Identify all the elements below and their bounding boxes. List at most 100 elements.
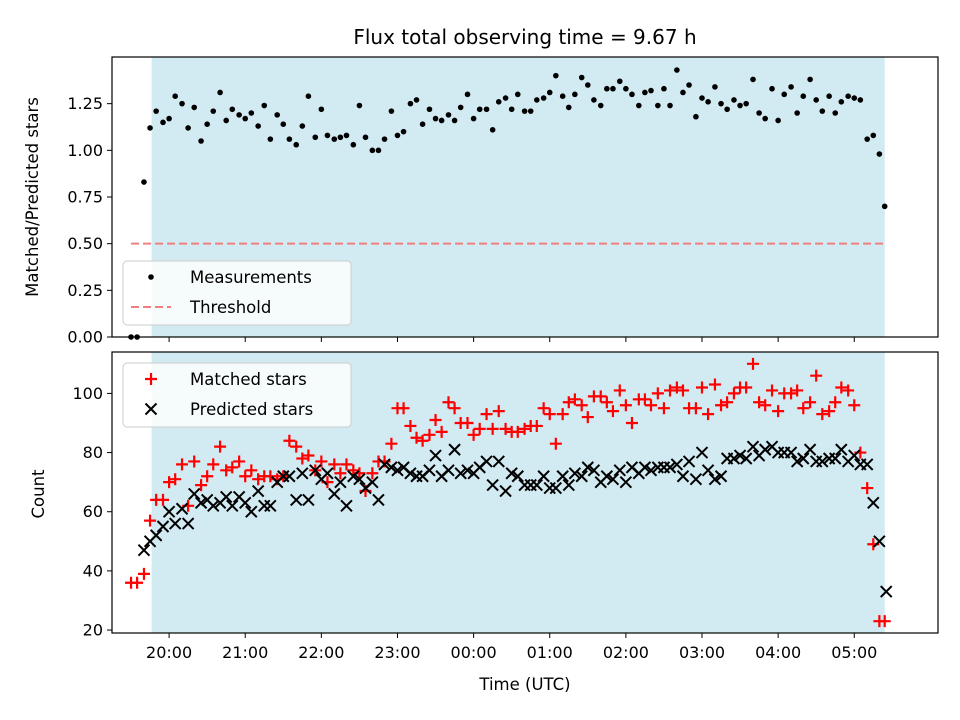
measurement-point xyxy=(210,108,217,114)
measurement-point xyxy=(724,106,730,113)
matched-star-marker xyxy=(759,399,772,412)
matched-star-marker xyxy=(283,434,296,447)
matched-star-marker xyxy=(651,387,664,400)
predicted-star-marker xyxy=(486,478,499,492)
predicted-star-marker xyxy=(860,458,874,471)
predicted-star-marker xyxy=(695,446,709,459)
measurement-point xyxy=(807,76,813,83)
measurement-point xyxy=(261,102,268,109)
measurement-point xyxy=(737,102,743,109)
matched-star-marker xyxy=(696,381,708,394)
predicted-star-marker xyxy=(137,543,151,557)
matched-star-marker xyxy=(791,384,804,397)
predicted-star-marker xyxy=(245,505,258,518)
measurement-point xyxy=(546,89,553,96)
predicted-star-marker xyxy=(739,452,753,465)
predicted-star-marker xyxy=(461,464,474,477)
measurement-point xyxy=(185,125,191,131)
predicted-star-marker xyxy=(219,490,233,504)
matched-star-marker xyxy=(473,422,486,435)
matched-star-marker xyxy=(537,402,550,415)
measurement-point xyxy=(286,136,293,142)
measurement-point xyxy=(838,99,845,105)
measurement-point xyxy=(813,97,819,103)
x-tick-label: 00:00 xyxy=(451,643,497,662)
predicted-star-marker xyxy=(619,475,633,489)
measurement-point xyxy=(540,95,547,101)
matched-star-marker xyxy=(785,387,798,400)
measurement-point xyxy=(432,115,439,122)
matched-star-marker xyxy=(163,476,176,489)
matched-star-marker xyxy=(562,396,575,409)
matched-star-marker xyxy=(416,434,429,447)
legend-box xyxy=(122,362,352,428)
matched-star-marker xyxy=(708,378,721,391)
legend-label: Measurements xyxy=(190,268,312,287)
matched-star-marker xyxy=(157,493,170,506)
measurement-point xyxy=(160,119,166,126)
measurement-point xyxy=(521,108,528,114)
matched-star-marker xyxy=(549,437,562,450)
bottom-panel: 20:00 21:00 22:00 23:00 00:00 01:00 02:00 03:00… xyxy=(72,351,939,662)
measurement-point xyxy=(153,108,159,114)
measurement-point xyxy=(305,93,312,99)
measurement-point xyxy=(857,97,864,103)
matched-star-marker xyxy=(823,405,836,418)
y-tick-label: 0.50 xyxy=(67,234,103,253)
measurement-point xyxy=(781,91,788,98)
measurement-point xyxy=(819,108,826,114)
matched-star-marker xyxy=(302,449,315,462)
measurement-point xyxy=(610,85,616,92)
measurement-point xyxy=(826,93,832,99)
matched-star-marker xyxy=(486,422,499,435)
y-tick-label: 60 xyxy=(83,502,103,521)
predicted-star-marker xyxy=(149,529,163,542)
legend-label: Matched stars xyxy=(190,370,307,389)
measurement-point xyxy=(369,147,376,154)
matched-star-marker xyxy=(252,473,265,486)
measurement-point xyxy=(851,95,858,101)
predicted-star-marker xyxy=(309,464,322,477)
matched-star-marker xyxy=(664,384,677,397)
measurement-point xyxy=(508,106,515,113)
measurement-point xyxy=(280,121,287,127)
predicted-star-marker xyxy=(423,464,436,477)
measurement-point xyxy=(712,84,718,90)
measurement-point xyxy=(534,97,540,103)
measurement-point xyxy=(267,136,274,142)
measurement-point xyxy=(413,97,420,103)
x-axis-label: Time (UTC) xyxy=(478,675,570,694)
measurement-point xyxy=(293,141,300,148)
matched-star-marker xyxy=(702,408,715,421)
predicted-star-marker xyxy=(816,455,829,468)
legend: Measurements Threshold xyxy=(122,260,352,326)
measurement-point xyxy=(362,134,369,141)
measurement-point xyxy=(394,132,401,139)
measurement-point xyxy=(337,134,344,141)
legend-label: Threshold xyxy=(189,298,271,317)
predicted-star-marker xyxy=(682,455,696,468)
predicted-star-marker xyxy=(454,467,467,480)
predicted-star-marker xyxy=(530,478,544,492)
measurement-point xyxy=(762,115,768,122)
measurement-point xyxy=(636,102,642,109)
measurement-point xyxy=(585,82,591,88)
matched-star-marker xyxy=(638,393,651,406)
measurement-point xyxy=(299,123,306,129)
matched-star-marker xyxy=(581,411,594,424)
matched-star-marker xyxy=(423,428,436,441)
measurement-point xyxy=(381,136,388,142)
measurement-point xyxy=(648,87,654,94)
legend-box xyxy=(122,260,352,326)
predicted-star-marker xyxy=(676,470,690,483)
matched-star-marker xyxy=(169,473,182,486)
measurement-point xyxy=(642,89,648,96)
matched-star-marker xyxy=(461,416,474,429)
matched-star-marker xyxy=(878,615,891,628)
x-tick-label: 01:00 xyxy=(527,643,573,662)
measurement-point xyxy=(147,125,153,131)
matched-star-marker xyxy=(340,458,353,471)
predicted-star-marker xyxy=(181,517,195,530)
predicted-star-marker xyxy=(613,464,626,477)
